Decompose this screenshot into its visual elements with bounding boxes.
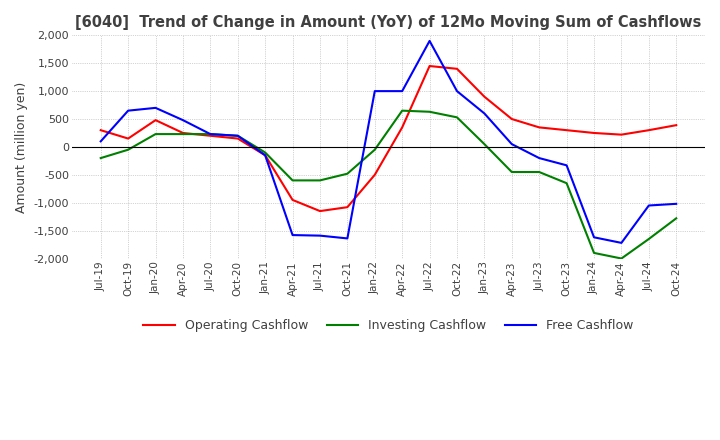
Free Cashflow [233, 133, 242, 139]
Line: Free Cashflow: Free Cashflow [101, 41, 676, 243]
Free Cashflow [480, 111, 489, 116]
Free Cashflow [151, 105, 160, 110]
Investing Cashflow [96, 155, 105, 161]
Operating Cashflow [672, 122, 680, 128]
Investing Cashflow [480, 142, 489, 147]
Operating Cashflow [206, 133, 215, 139]
Investing Cashflow [453, 115, 462, 120]
Operating Cashflow [398, 125, 407, 130]
Investing Cashflow [644, 236, 653, 242]
Free Cashflow [508, 142, 516, 147]
Free Cashflow [371, 88, 379, 94]
Free Cashflow [288, 232, 297, 238]
Free Cashflow [315, 233, 324, 238]
Investing Cashflow [535, 169, 544, 175]
Line: Investing Cashflow: Investing Cashflow [101, 110, 676, 259]
Operating Cashflow [562, 128, 571, 133]
Investing Cashflow [124, 147, 132, 152]
Operating Cashflow [617, 132, 626, 137]
Investing Cashflow [288, 178, 297, 183]
Investing Cashflow [508, 169, 516, 175]
Free Cashflow [96, 139, 105, 144]
Investing Cashflow [151, 132, 160, 137]
Investing Cashflow [371, 147, 379, 152]
Operating Cashflow [508, 117, 516, 122]
Operating Cashflow [343, 205, 351, 210]
Investing Cashflow [562, 180, 571, 186]
Investing Cashflow [315, 178, 324, 183]
Operating Cashflow [179, 130, 187, 136]
Operating Cashflow [535, 125, 544, 130]
Free Cashflow [261, 153, 269, 158]
Operating Cashflow [453, 66, 462, 71]
Investing Cashflow [426, 109, 434, 114]
Free Cashflow [535, 155, 544, 161]
Investing Cashflow [179, 132, 187, 137]
Free Cashflow [590, 235, 598, 240]
Investing Cashflow [398, 108, 407, 113]
Operating Cashflow [261, 153, 269, 158]
Operating Cashflow [480, 94, 489, 99]
Investing Cashflow [590, 250, 598, 256]
Operating Cashflow [96, 128, 105, 133]
Operating Cashflow [315, 209, 324, 214]
Free Cashflow [644, 203, 653, 208]
Investing Cashflow [233, 133, 242, 139]
Operating Cashflow [644, 128, 653, 133]
Investing Cashflow [261, 150, 269, 155]
Operating Cashflow [124, 136, 132, 141]
Legend: Operating Cashflow, Investing Cashflow, Free Cashflow: Operating Cashflow, Investing Cashflow, … [138, 314, 639, 337]
Free Cashflow [124, 108, 132, 113]
Free Cashflow [617, 240, 626, 246]
Investing Cashflow [206, 132, 215, 137]
Free Cashflow [453, 88, 462, 94]
Operating Cashflow [288, 197, 297, 202]
Title: [6040]  Trend of Change in Amount (YoY) of 12Mo Moving Sum of Cashflows: [6040] Trend of Change in Amount (YoY) o… [76, 15, 702, 30]
Y-axis label: Amount (million yen): Amount (million yen) [15, 81, 28, 213]
Operating Cashflow [151, 117, 160, 123]
Free Cashflow [672, 201, 680, 206]
Operating Cashflow [426, 63, 434, 69]
Free Cashflow [206, 132, 215, 137]
Line: Operating Cashflow: Operating Cashflow [101, 66, 676, 211]
Investing Cashflow [617, 256, 626, 261]
Free Cashflow [562, 163, 571, 168]
Investing Cashflow [343, 171, 351, 176]
Operating Cashflow [590, 130, 598, 136]
Investing Cashflow [672, 216, 680, 221]
Operating Cashflow [233, 136, 242, 141]
Free Cashflow [343, 236, 351, 241]
Operating Cashflow [371, 172, 379, 177]
Free Cashflow [426, 38, 434, 44]
Free Cashflow [179, 117, 187, 123]
Free Cashflow [398, 88, 407, 94]
